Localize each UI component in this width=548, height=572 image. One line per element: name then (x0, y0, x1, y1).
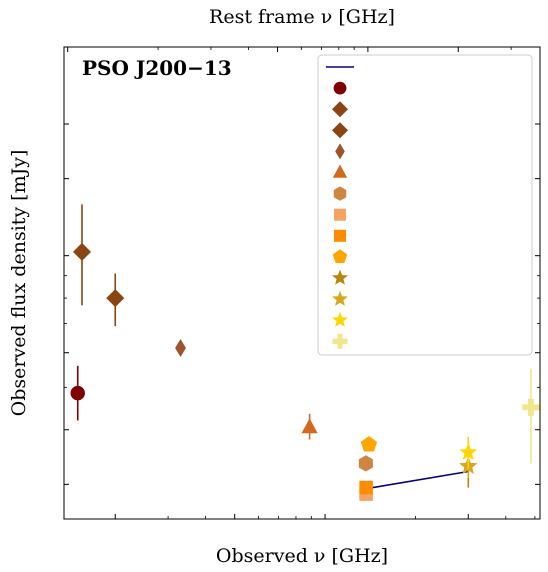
legend-swatch (334, 208, 346, 221)
data-point (175, 339, 186, 358)
legend-swatch (332, 122, 348, 139)
data-point (358, 455, 373, 472)
top-x-axis-label: Rest frame ν [GHz] (209, 6, 395, 28)
legend-swatch (333, 81, 347, 95)
data-point (301, 418, 318, 434)
data-point (359, 480, 373, 495)
legend-swatch (333, 186, 347, 201)
legend-swatch (332, 101, 348, 118)
legend-swatch (332, 269, 348, 285)
data-point (73, 242, 92, 261)
chart-title: PSO J200−13 (82, 56, 232, 80)
data-point (459, 442, 478, 461)
pl-fit-line (368, 470, 469, 489)
data-point (522, 398, 540, 416)
data-point (360, 435, 378, 452)
legend-swatch (334, 229, 346, 242)
legend-swatch (332, 290, 348, 306)
legend-swatch (335, 143, 345, 160)
x-axis-label: Observed ν [GHz] (216, 545, 388, 567)
plot-frame (63, 46, 541, 520)
data-point (106, 289, 125, 308)
legend-swatch (332, 333, 348, 349)
data-point (70, 385, 85, 401)
legend-swatch (332, 164, 348, 178)
legend-frame (317, 54, 533, 356)
legend-swatch (332, 249, 348, 264)
legend (317, 54, 533, 356)
legend-swatch (332, 311, 348, 327)
y-axis-label: Observed flux density [mJy] (8, 150, 30, 417)
